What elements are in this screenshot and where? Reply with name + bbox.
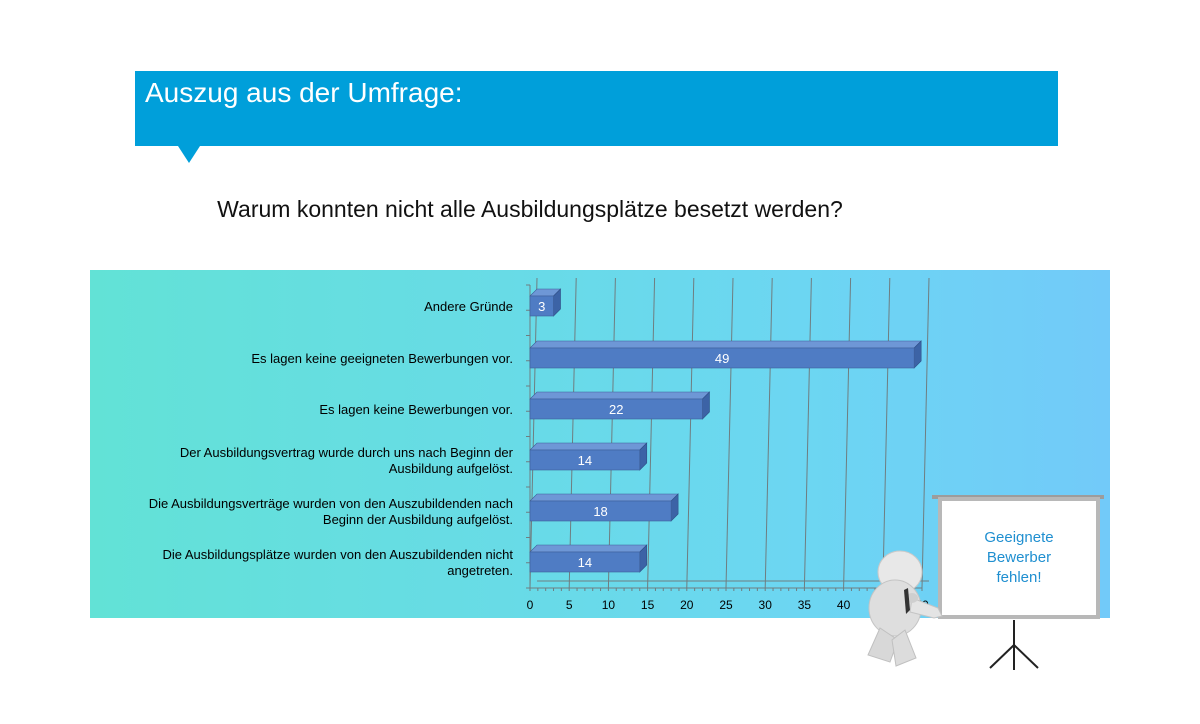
- projector-screen: Geeignete Bewerber fehlen!: [938, 497, 1100, 619]
- presenter-figure-illustration: [867, 550, 1039, 670]
- bar-top: [529, 493, 679, 502]
- bar-value-label: 3: [538, 299, 545, 314]
- bar-value-label: 49: [715, 351, 729, 366]
- gridline: [843, 277, 852, 589]
- category-label: angetreten.: [447, 563, 513, 578]
- screen-message: Geeignete Bewerber fehlen!: [984, 529, 1054, 586]
- x-tick-label: 5: [566, 598, 573, 612]
- gridline: [568, 277, 577, 589]
- gridline: [529, 277, 538, 589]
- banner-pointer: [178, 146, 200, 163]
- gridline: [686, 277, 695, 589]
- gridline: [607, 277, 616, 589]
- gridline: [921, 277, 930, 589]
- x-tick-label: 25: [719, 598, 733, 612]
- x-tick-label: 15: [641, 598, 655, 612]
- category-label: Die Ausbildungsplätze wurden von den Aus…: [162, 547, 513, 562]
- bar: [529, 500, 672, 522]
- bar: [529, 551, 641, 573]
- bar: [529, 449, 641, 471]
- gridline: [725, 277, 734, 589]
- x-tick-label: 0: [527, 598, 534, 612]
- bar-value-label: 14: [578, 555, 592, 570]
- gridline: [764, 277, 773, 589]
- category-label: Ausbildung aufgelöst.: [389, 461, 513, 476]
- gridline: [647, 277, 656, 589]
- category-label: Beginn der Ausbildung aufgelöst.: [323, 512, 513, 527]
- category-label: Der Ausbildungsvertrag wurde durch uns n…: [180, 445, 514, 460]
- bar-top: [529, 340, 922, 349]
- header-banner: Auszug aus der Umfrage:: [135, 71, 1058, 146]
- category-label: Es lagen keine Bewerbungen vor.: [319, 402, 513, 417]
- bar-value-label: 14: [578, 453, 592, 468]
- bar-value-label: 22: [609, 402, 623, 417]
- bar-top: [529, 442, 648, 451]
- gridline: [882, 277, 891, 589]
- bar: [529, 347, 915, 369]
- x-tick-label: 35: [798, 598, 812, 612]
- banner-title: Auszug aus der Umfrage:: [145, 77, 463, 108]
- bar-top: [529, 391, 711, 400]
- x-tick-label: 40: [837, 598, 851, 612]
- x-tick-label: 20: [680, 598, 694, 612]
- x-tick-label: 30: [759, 598, 773, 612]
- x-tick-label: 10: [602, 598, 616, 612]
- category-label: Andere Gründe: [424, 299, 513, 314]
- gridline: [803, 277, 812, 589]
- bar: [529, 295, 554, 317]
- chart-title: Warum konnten nicht alle Ausbildungsplät…: [217, 196, 843, 222]
- category-label: Es lagen keine geeigneten Bewerbungen vo…: [251, 351, 513, 366]
- bar-value-label: 18: [593, 504, 607, 519]
- bar: [529, 398, 703, 420]
- category-label: Die Ausbildungsverträge wurden von den A…: [149, 496, 513, 511]
- bar-top: [529, 544, 648, 553]
